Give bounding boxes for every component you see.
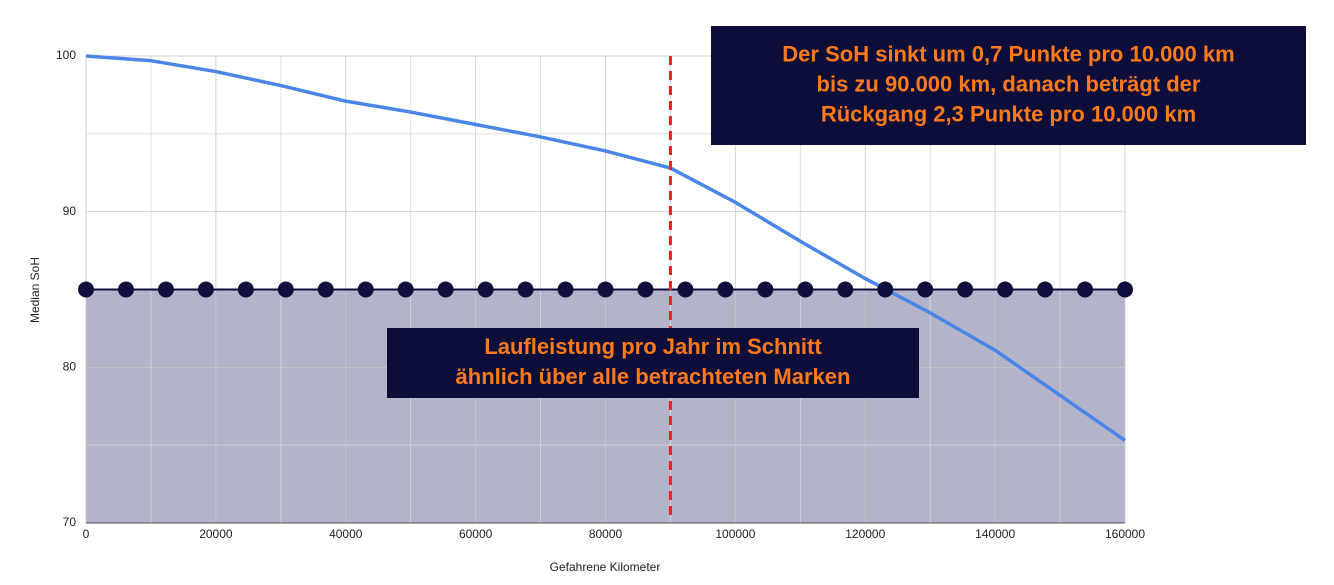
dot	[757, 281, 774, 298]
dot	[917, 281, 934, 298]
dot	[997, 281, 1014, 298]
y-tick-label: 90	[63, 204, 77, 218]
dot	[117, 281, 134, 298]
dot	[877, 281, 894, 298]
annotation-text: Der SoH sinkt um 0,7 Punkte pro 10.000 k…	[782, 41, 1234, 66]
annotation-box	[387, 328, 919, 398]
annotation-text: Rückgang 2,3 Punkte pro 10.000 km	[821, 101, 1196, 126]
line	[85, 54, 1126, 442]
annotation: Laufleistung pro Jahr im Schnitt ähnlich …	[387, 328, 919, 398]
dot	[1117, 281, 1133, 298]
dot	[317, 281, 334, 298]
dot	[717, 281, 734, 298]
x-tick-label: 140000	[975, 527, 1015, 541]
dot	[237, 281, 254, 298]
dot	[637, 281, 654, 298]
dot	[517, 281, 534, 298]
dot	[677, 281, 694, 298]
dot	[357, 281, 374, 298]
annotation-text: bis zu 90.000 km, danach beträgt der	[817, 71, 1201, 96]
dot	[957, 281, 974, 298]
dot	[277, 281, 294, 298]
annotation-box	[711, 26, 1306, 145]
dot	[597, 281, 614, 298]
x-axis-label: Gefahrene Kilometer	[550, 560, 661, 574]
dot	[197, 281, 214, 298]
annotation-text: Laufleistung pro Jahr im Schnitt	[484, 334, 822, 359]
annotation-text: ähnlich über alle betrachteten Marken	[456, 364, 851, 389]
x-tick-label: 20000	[199, 527, 233, 541]
y-tick-label: 80	[63, 360, 77, 374]
dot	[157, 281, 174, 298]
dot	[437, 281, 454, 298]
y-tick-label: 100	[56, 48, 76, 62]
x-tick-label: 0	[83, 527, 90, 541]
dot	[557, 281, 574, 298]
dot	[397, 281, 414, 298]
x-tick-label: 80000	[589, 527, 623, 541]
dot	[1077, 281, 1094, 298]
x-tick-label: 120000	[845, 527, 885, 541]
y-tick-label: 70	[63, 515, 77, 529]
x-tick-label: 100000	[715, 527, 755, 541]
dot	[797, 281, 814, 298]
x-tick-label: 60000	[459, 527, 493, 541]
y-axis-label: Median SoH	[28, 257, 42, 323]
annotation: Der SoH sinkt um 0,7 Punkte pro 10.000 k…	[711, 26, 1306, 145]
dot	[477, 281, 494, 298]
dot	[837, 281, 854, 298]
dot	[78, 281, 94, 298]
x-tick-label: 160000	[1105, 527, 1145, 541]
dot	[1037, 281, 1054, 298]
x-tick-label: 40000	[329, 527, 363, 541]
